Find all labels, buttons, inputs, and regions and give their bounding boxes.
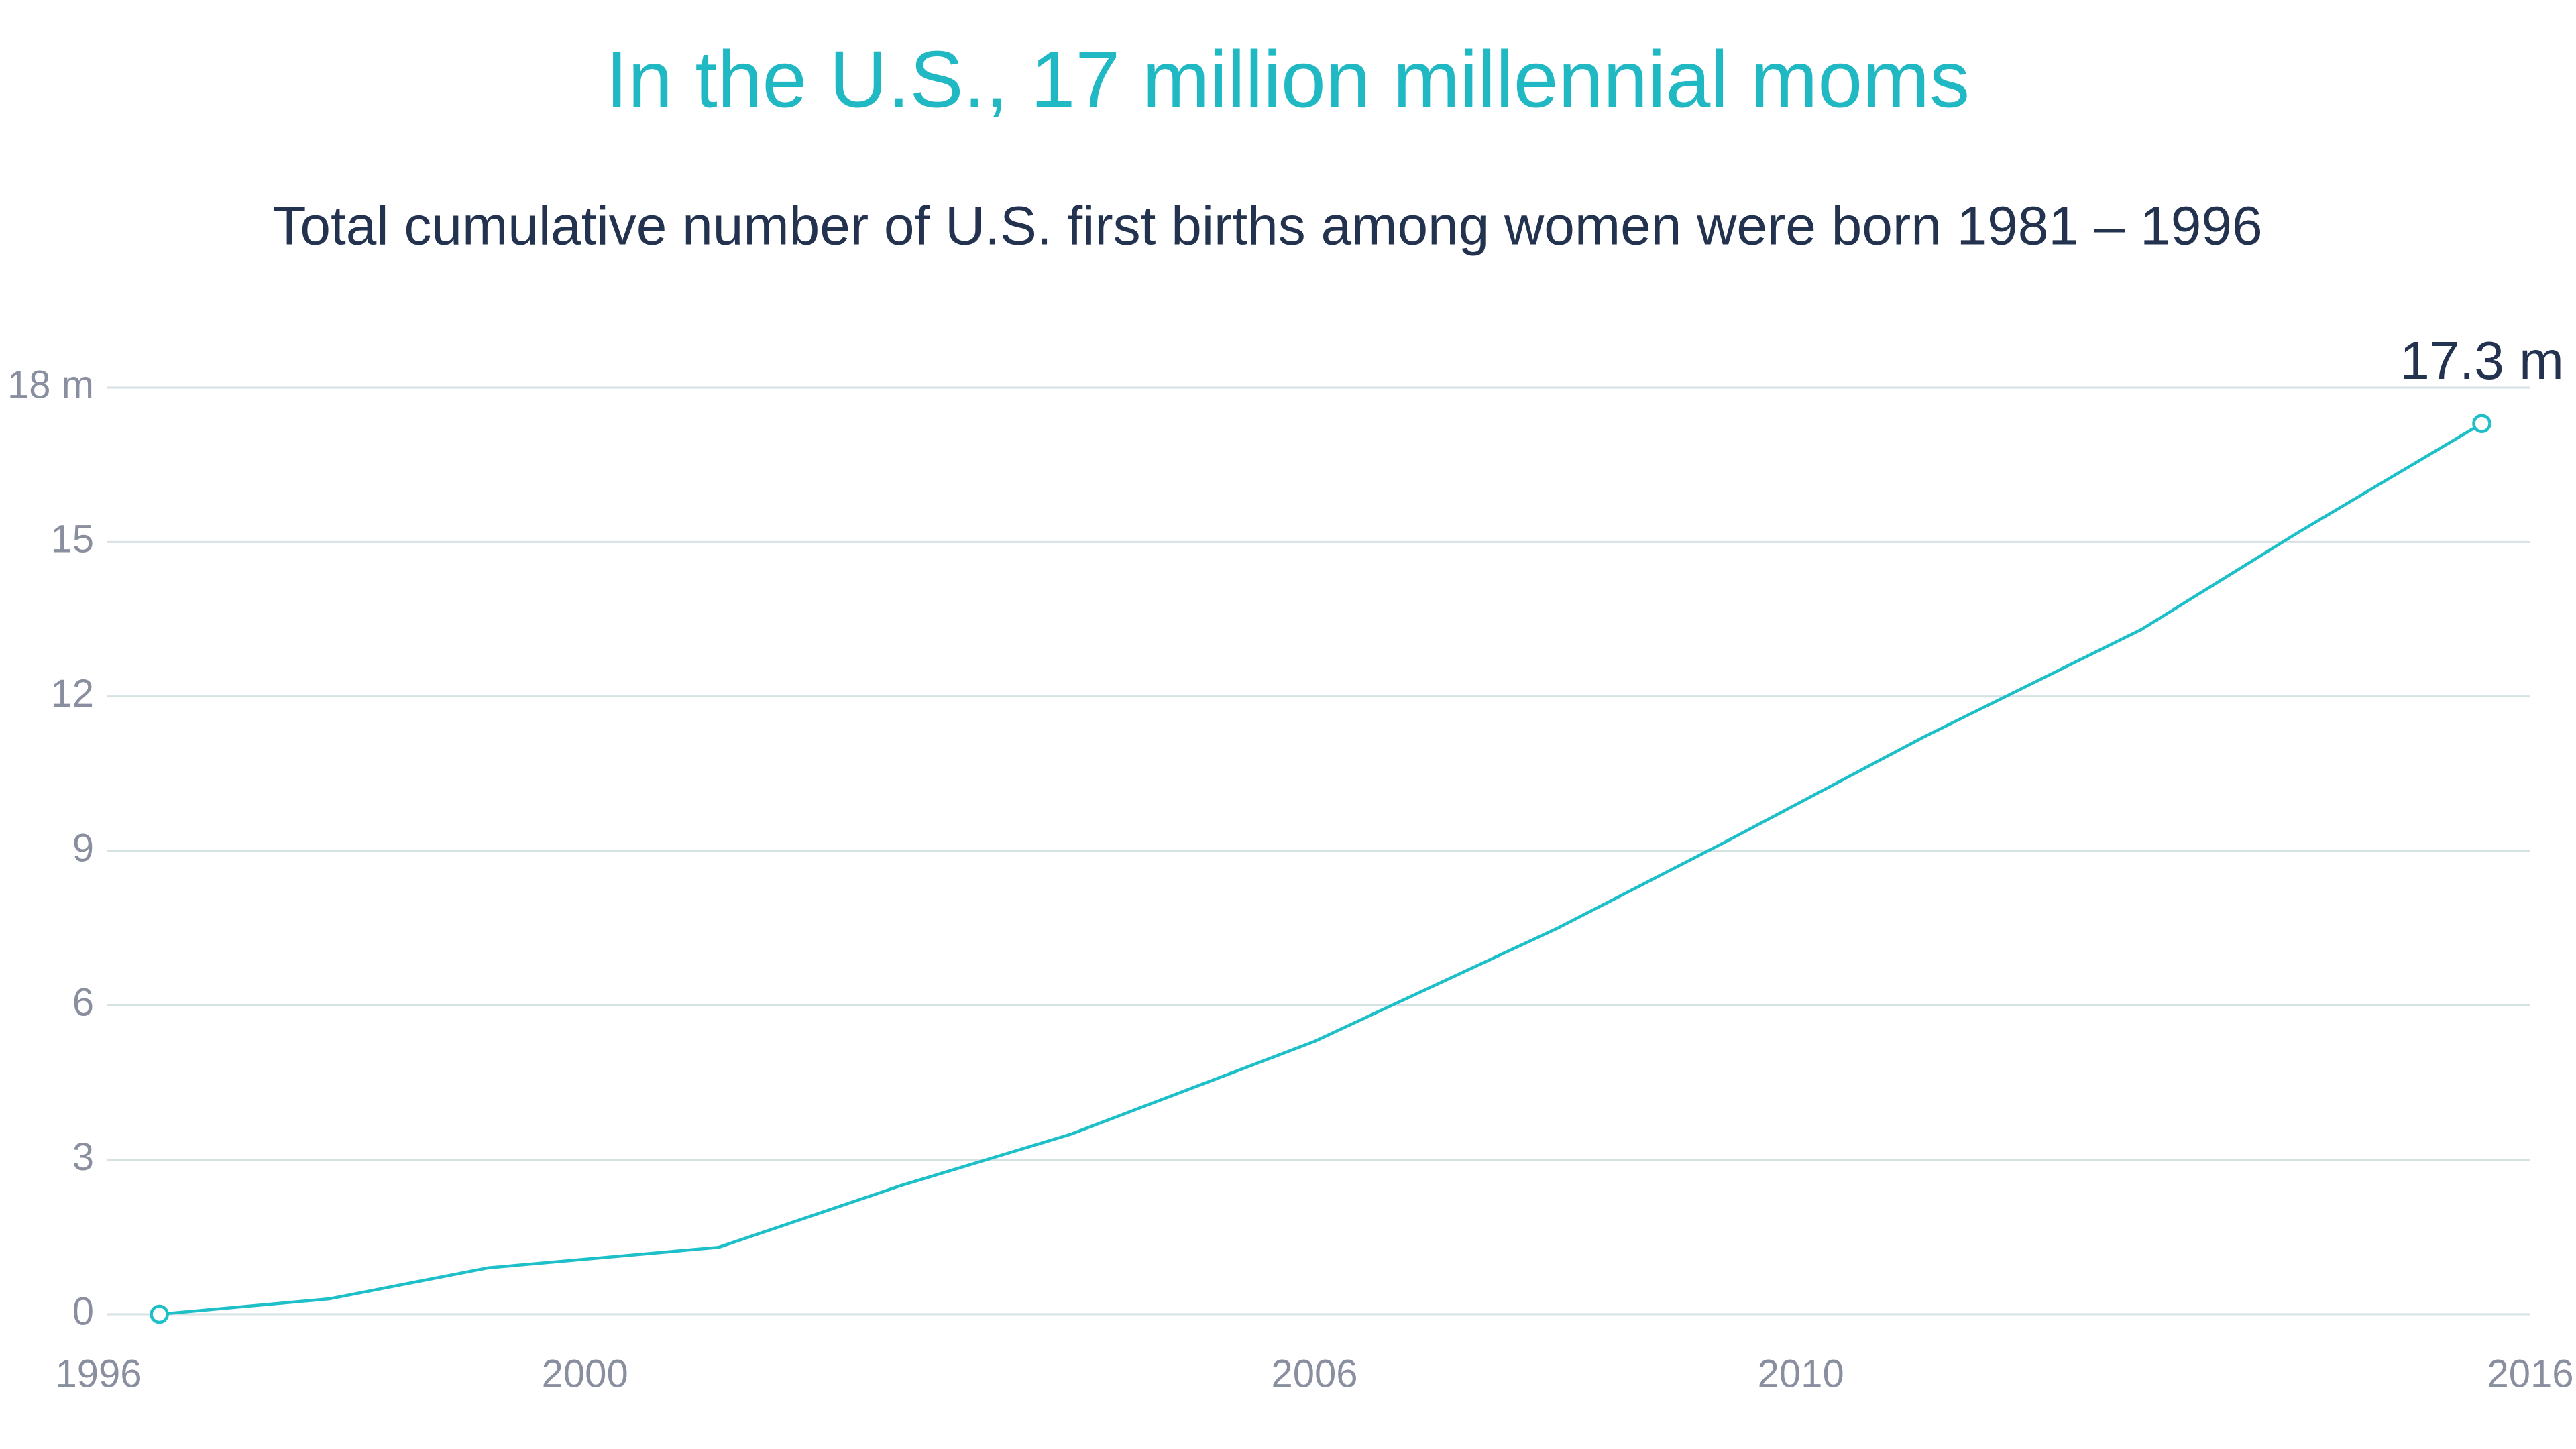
x-tick-label: 2006 [1271, 1352, 1357, 1395]
y-tick-label: 15 [50, 518, 94, 561]
x-tick-label: 2010 [1758, 1352, 1844, 1395]
x-tick-label: 2000 [542, 1352, 628, 1395]
end-marker [150, 1304, 169, 1324]
chart-title: In the U.S., 17 million millennial moms [606, 35, 1970, 125]
end-marker [2472, 414, 2491, 433]
data-line [159, 422, 2483, 1316]
chart-subtitle: Total cumulative number of U.S. first bi… [272, 196, 2262, 257]
y-tick-label: 18 m [7, 363, 94, 406]
y-tick-label: 9 [72, 826, 94, 870]
x-tick-label: 2016 [2487, 1352, 2573, 1395]
data-label: 17.3 m [2400, 331, 2564, 390]
y-tick-label: 6 [72, 981, 94, 1025]
y-tick-label: 3 [72, 1135, 94, 1179]
y-tick-label: 0 [72, 1289, 94, 1333]
x-tick-label: 1996 [55, 1352, 142, 1395]
y-tick-label: 12 [50, 672, 94, 715]
